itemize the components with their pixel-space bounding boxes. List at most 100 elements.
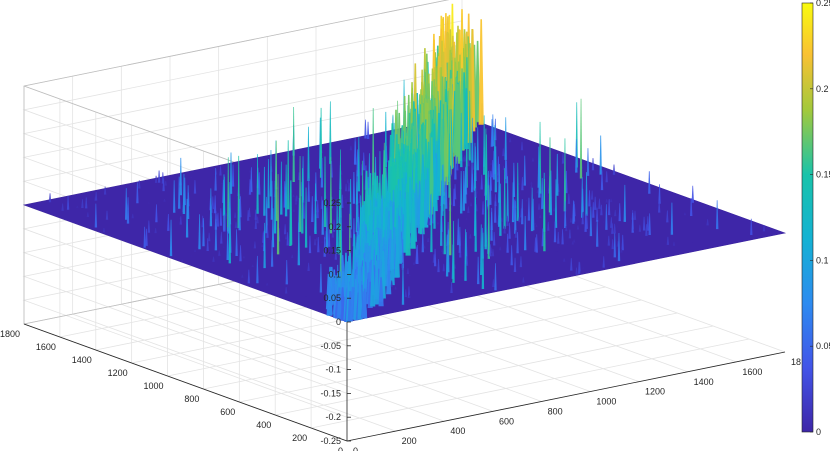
- colorbar-tick-label: 0: [816, 427, 821, 437]
- surface-spike: [216, 212, 220, 227]
- surface-spike: [452, 188, 456, 207]
- surface-spike: [588, 190, 591, 207]
- surface-spike: [571, 196, 574, 198]
- surface-spike: [666, 236, 670, 245]
- surface-spike: [484, 196, 487, 250]
- surface-spike: [541, 178, 544, 209]
- surface-spike: [263, 166, 266, 216]
- ridge-spike: [378, 277, 384, 307]
- surface-spike: [352, 172, 356, 204]
- surface-spike: [487, 185, 490, 259]
- y-tick-label: 600: [220, 407, 235, 417]
- surface-spike: [343, 196, 347, 199]
- surface-spike: [226, 227, 229, 260]
- ridge-spike: [389, 238, 395, 286]
- surface-spike: [471, 117, 474, 163]
- surface-spike: [179, 216, 182, 225]
- surface-spike: [309, 191, 312, 193]
- surface-spike: [498, 164, 501, 203]
- surface-spike: [164, 180, 167, 186]
- surface-spike: [220, 231, 223, 244]
- surface-spike: [565, 244, 568, 245]
- surface-spike: [278, 275, 282, 277]
- surface-spike: [242, 256, 246, 259]
- surface-spike: [291, 254, 294, 259]
- surface-spike: [596, 220, 599, 247]
- surface-spike: [646, 216, 650, 231]
- surface-spike: [394, 286, 397, 290]
- surface-spike: [218, 250, 221, 256]
- surface-spike: [321, 200, 324, 235]
- surface-spike: [357, 137, 360, 192]
- surface-spike: [465, 218, 468, 220]
- surface-spike: [493, 231, 496, 246]
- surface-spike: [524, 216, 527, 251]
- surface-spike: [460, 275, 464, 277]
- surface-spike: [271, 208, 275, 248]
- surface-spike: [480, 174, 483, 190]
- surface-spike: [561, 229, 564, 245]
- surface-spike: [317, 237, 320, 253]
- surface-spike: [459, 245, 462, 258]
- surface-spike: [329, 101, 332, 164]
- surface-spike: [327, 226, 331, 247]
- colorbar-tick-label: 0.2: [816, 84, 829, 94]
- x-tick-label: 400: [450, 426, 465, 436]
- x-tick-label: 18: [791, 357, 801, 367]
- surface-spike: [173, 180, 176, 213]
- surface-spike: [416, 245, 419, 264]
- surface-spike: [207, 223, 210, 225]
- surface-spike: [762, 225, 766, 232]
- ridge-spike: [443, 101, 449, 186]
- floor-gridline-x: [218, 284, 542, 402]
- surface-spike: [571, 241, 574, 245]
- surface-spike: [477, 256, 480, 285]
- surface-spike: [155, 204, 158, 223]
- surface-spike: [202, 218, 205, 247]
- floor-gridline-x: [121, 303, 445, 422]
- surface-spike: [552, 207, 556, 212]
- surface-spike: [212, 256, 215, 262]
- surface-spike: [516, 232, 519, 254]
- surface-spike: [750, 218, 753, 235]
- surface-spike: [563, 258, 566, 262]
- ridge-spike: [386, 259, 392, 295]
- colorbar-tick-label: 0.1: [816, 255, 829, 265]
- surface-spike: [590, 190, 594, 200]
- surface-spike: [558, 246, 561, 248]
- surface-spike: [256, 216, 259, 224]
- surface-spike: [502, 148, 505, 157]
- surface-spike: [658, 200, 661, 213]
- surface-spike: [503, 225, 506, 234]
- surface-spike: [178, 176, 181, 209]
- surface-spike: [231, 164, 235, 187]
- surface-spike: [136, 182, 139, 204]
- surface-spike: [214, 219, 218, 251]
- y-tick-label: 1200: [108, 368, 128, 378]
- surface-spike: [592, 202, 595, 218]
- surface-spike: [102, 227, 106, 233]
- surface-spike: [621, 234, 624, 251]
- surface-spike: [308, 235, 312, 254]
- surface-spike: [145, 228, 148, 246]
- surface-spike: [284, 234, 288, 240]
- surface-spike: [143, 226, 146, 248]
- surface-spike: [433, 173, 436, 229]
- axis-line: [346, 351, 786, 442]
- surface-spike: [581, 212, 584, 225]
- surface-spike: [437, 259, 440, 273]
- ridge-spike: [478, 19, 484, 125]
- surface-spike: [354, 141, 357, 165]
- surface-spike: [535, 224, 538, 228]
- x-tick-label: 600: [499, 416, 514, 426]
- floor-gridline-y: [167, 286, 606, 377]
- surface-spike: [445, 176, 448, 209]
- surface-spike: [464, 229, 467, 281]
- surface-spike: [94, 203, 98, 228]
- surface-spike: [648, 171, 651, 194]
- surface-spike: [549, 170, 553, 216]
- surface-spike: [452, 220, 455, 283]
- surface-spike: [323, 294, 326, 296]
- surface-spike: [554, 179, 558, 228]
- colorbar-gradient: [801, 2, 814, 433]
